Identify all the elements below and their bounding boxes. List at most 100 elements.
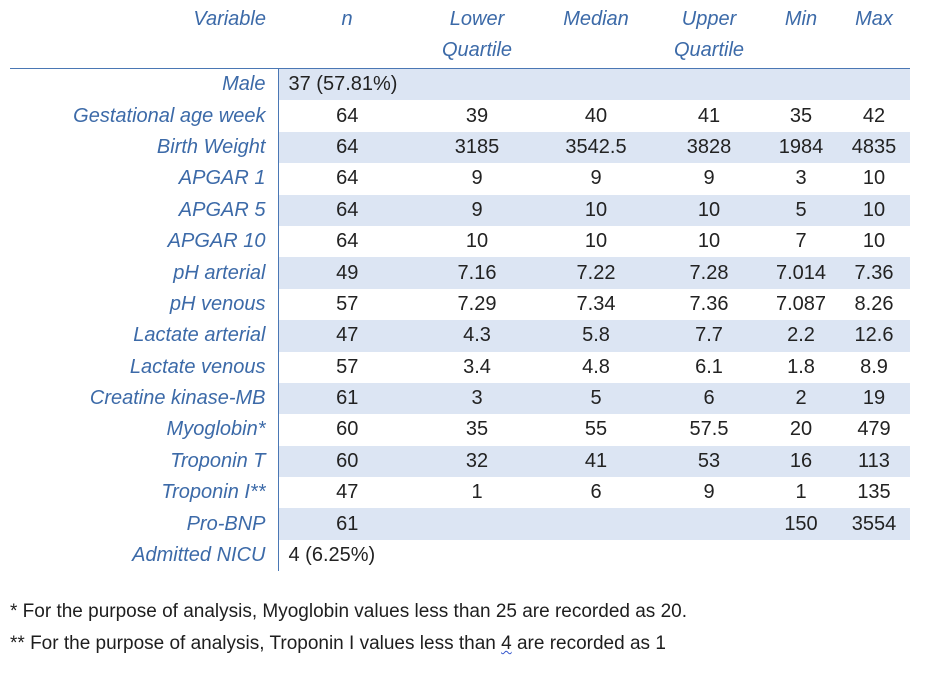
table-row: Creatine kinase-MB 61 3 5 6 2 19 — [10, 382, 910, 415]
table-row: Troponin I** 47 1 6 9 1 135 — [10, 477, 910, 509]
table-row: Gestational age week 64 39 40 41 35 42 — [10, 100, 910, 132]
cell-n: 64 — [278, 194, 416, 226]
cell-upper-quartile: 9 — [703, 167, 715, 190]
row-label: APGAR 5 — [10, 194, 279, 226]
cell-upper-quartile: 3828 — [654, 131, 764, 164]
table-row: Male 37 (57.81%) — [10, 68, 910, 101]
footnote-myoglobin: * For the purpose of analysis, Myoglobin… — [10, 601, 687, 622]
cell-n: 49 — [278, 257, 416, 289]
header-lower-quartile-line2: Quartile — [441, 39, 513, 61]
cell-n: 57 — [336, 292, 359, 315]
table-row: pH venous 57 7.29 7.34 7.36 7.087 8.26 — [10, 288, 910, 321]
header-lower-quartile: Lower Quartile — [416, 4, 538, 69]
cell-min: 3 — [795, 167, 807, 190]
cell-median: 5 — [538, 382, 654, 415]
cell-max: 479 — [857, 418, 891, 441]
cell-lower-quartile: 32 — [416, 445, 538, 478]
cell-max: 42 — [862, 104, 886, 127]
row-label: Troponin I** — [10, 477, 279, 509]
cell-median: 10 — [584, 230, 608, 253]
cell-max: 135 — [857, 481, 891, 504]
cell-lower-quartile: 35 — [465, 418, 489, 441]
row-label: pH arterial — [10, 257, 279, 289]
cell-median: 3542.5 — [538, 131, 654, 164]
row-label: Creatine kinase-MB — [10, 382, 279, 415]
cell-upper-quartile: 9 — [703, 481, 715, 504]
cell-min: 16 — [764, 445, 838, 478]
row-label: Lactate venous — [10, 351, 279, 383]
cell-lower-quartile: 9 — [471, 167, 483, 190]
cell-upper-quartile: 57.5 — [689, 418, 729, 441]
cell-upper-quartile: 7.7 — [654, 320, 764, 352]
cell-lower-quartile: 3185 — [416, 131, 538, 164]
cell-lower-quartile: 10 — [465, 230, 489, 253]
cell-max: 8.9 — [860, 355, 888, 378]
table-row: APGAR 1 64 9 9 9 3 10 — [10, 163, 910, 195]
cell-median — [538, 508, 654, 540]
table-row: Lactate venous 57 3.4 4.8 6.1 1.8 8.9 — [10, 351, 910, 383]
descriptive-statistics-table: Variable n Lower Quartile Median Upper Q… — [10, 4, 910, 572]
table-row: Troponin T 60 32 41 53 16 113 — [10, 445, 910, 478]
cell-max: 8.26 — [854, 292, 894, 315]
cell-max: 3554 — [838, 508, 910, 540]
cell-min: 20 — [789, 418, 813, 441]
cell-max: 113 — [838, 445, 910, 478]
cell-min: 1 — [795, 481, 807, 504]
cell-upper-quartile: 10 — [654, 194, 764, 226]
table-row: Admitted NICU 4 (6.25%) — [10, 539, 910, 572]
cell-median: 40 — [584, 104, 608, 127]
header-upper-quartile-line1: Upper — [681, 8, 737, 30]
cell-max: 10 — [862, 167, 886, 190]
cell-median: 5.8 — [538, 320, 654, 352]
header-lower-quartile-line1: Lower — [449, 8, 505, 30]
row-label: APGAR 1 — [10, 163, 279, 195]
table-row: APGAR 5 64 9 10 10 5 10 — [10, 194, 910, 226]
cell-upper-quartile: 41 — [697, 104, 721, 127]
table-row: Pro-BNP 61 150 3554 — [10, 508, 910, 540]
spellcheck-marked-number: 4 — [501, 633, 512, 654]
header-max: Max — [838, 4, 910, 69]
header-n: n — [278, 4, 416, 69]
cell-median: 6 — [590, 481, 602, 504]
cell-median: 7.34 — [576, 292, 616, 315]
row-label: Troponin T — [10, 445, 279, 478]
cell-lower-quartile: 7.16 — [416, 257, 538, 289]
cell-max: 19 — [838, 382, 910, 415]
row-label: Birth Weight — [10, 131, 279, 164]
table-row: APGAR 10 64 10 10 10 7 10 — [10, 225, 910, 258]
table-row: Birth Weight 64 3185 3542.5 3828 1984 48… — [10, 131, 910, 164]
row-label: APGAR 10 — [10, 225, 279, 258]
cell-median: 9 — [590, 167, 602, 190]
cell-max: 12.6 — [838, 320, 910, 352]
cell-upper-quartile: 6 — [654, 382, 764, 415]
cell-min: 2.2 — [764, 320, 838, 352]
cell-upper-quartile: 53 — [654, 445, 764, 478]
cell-n: 57 — [336, 355, 359, 378]
cell-min: 5 — [764, 194, 838, 226]
cell-lower-quartile — [416, 508, 538, 540]
cell-n: 47 — [336, 481, 359, 504]
cell-upper-quartile: 7.36 — [689, 292, 729, 315]
cell-n: 64 — [336, 230, 359, 253]
footnotes: * For the purpose of analysis, Myoglobin… — [10, 596, 687, 660]
cell-min: 7.087 — [775, 292, 827, 315]
cell-upper-quartile: 10 — [697, 230, 721, 253]
cell-n: 64 — [278, 131, 416, 164]
cell-upper-quartile — [654, 508, 764, 540]
table-body: Male 37 (57.81%) Gestational age week 64… — [10, 68, 910, 572]
cell-min: 2 — [764, 382, 838, 415]
cell-max: 4835 — [838, 131, 910, 164]
cell-min: 1.8 — [787, 355, 815, 378]
header-min: Min — [764, 4, 838, 69]
table-row: Lactate arterial 47 4.3 5.8 7.7 2.2 12.6 — [10, 320, 910, 352]
row-label: Pro-BNP — [10, 508, 279, 540]
cell-n: 60 — [278, 445, 416, 478]
header-upper-quartile-line2: Quartile — [673, 39, 745, 61]
row-label: Gestational age week — [10, 100, 279, 132]
row-summary-value: 37 (57.81%) — [278, 68, 910, 101]
cell-min: 7.014 — [764, 257, 838, 289]
cell-n: 64 — [336, 104, 359, 127]
cell-max: 10 — [838, 194, 910, 226]
footnote-troponin-i: ** For the purpose of analysis, Troponin… — [10, 628, 687, 660]
table-row: pH arterial 49 7.16 7.22 7.28 7.014 7.36 — [10, 257, 910, 289]
